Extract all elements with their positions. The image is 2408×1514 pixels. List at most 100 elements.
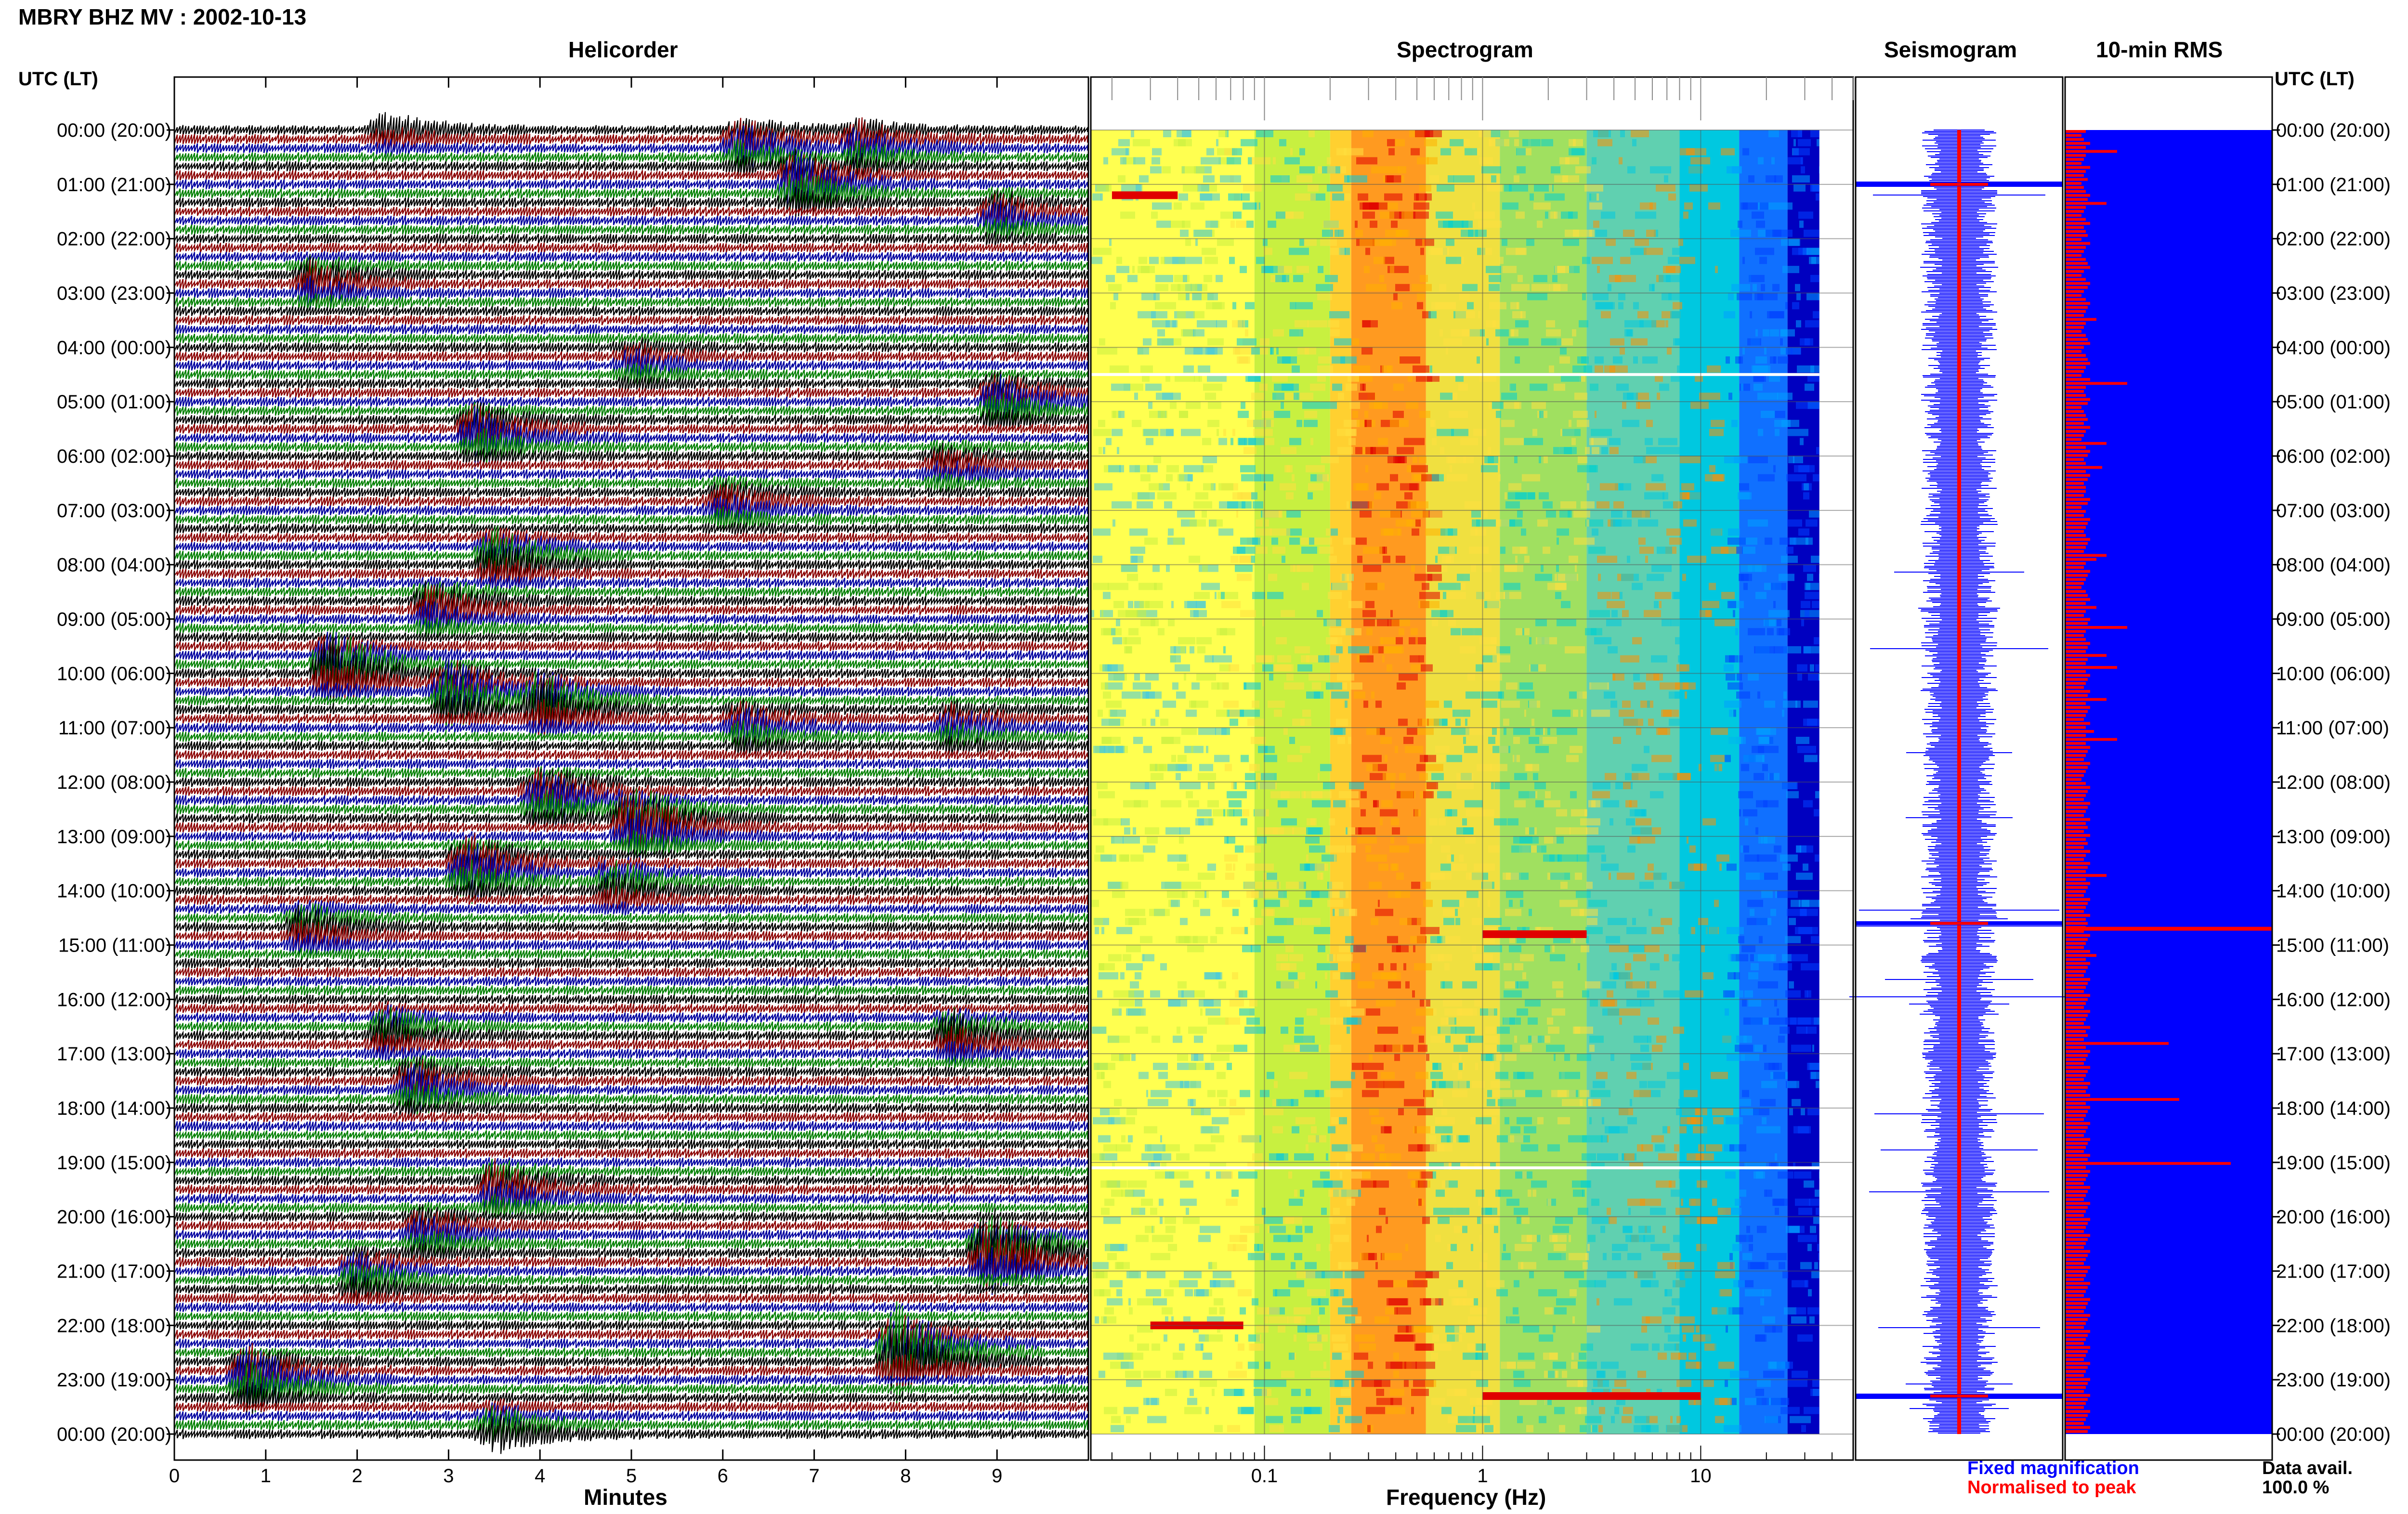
spectrogram-speckle (1785, 1017, 1796, 1025)
spectrogram-speckle (1232, 148, 1242, 156)
spectrogram-speckle (1771, 1397, 1786, 1405)
spectrogram-speckle (1671, 1352, 1680, 1360)
spectrogram-speckle (1491, 175, 1496, 183)
spectrogram-speckle (1758, 981, 1778, 989)
spectrogram-speckle (1448, 1416, 1459, 1423)
spectrogram-speckle (1345, 1370, 1364, 1378)
spectrogram-speckle (1484, 963, 1500, 971)
spectrogram-speckle (1310, 438, 1313, 445)
spectrogram-speckle (1347, 501, 1349, 509)
spectrogram-speckle (1411, 510, 1428, 518)
spectrogram-speckle (1522, 628, 1524, 636)
spectrogram-speckle (1616, 383, 1629, 391)
spectrogram-speckle (1759, 936, 1763, 943)
rms-bar (2065, 1346, 2090, 1349)
spectrogram-speckle (1515, 320, 1529, 327)
spectrogram-speckle (1337, 737, 1345, 744)
rms-bar (2065, 1034, 2088, 1037)
spectrogram-speckle (1245, 782, 1258, 789)
rms-bar (2065, 582, 2084, 585)
rms-bar (2065, 1354, 2086, 1357)
spectrogram-speckle (1326, 528, 1330, 536)
spectrogram-speckle (1106, 700, 1122, 708)
spectrogram-speckle (1284, 157, 1300, 165)
spectrogram-speckle (1689, 184, 1708, 192)
spectrogram-speckle (1531, 718, 1534, 726)
spectrogram-speckle (1332, 1352, 1342, 1360)
spectrogram-speckle (1717, 1307, 1732, 1315)
rms-bar (2065, 1050, 2090, 1053)
spectrogram-speckle (1639, 881, 1654, 889)
spectrogram-speckle (1620, 130, 1625, 137)
spectrogram-speckle (1206, 148, 1214, 156)
spectrogram-speckle (1204, 257, 1218, 264)
spectrogram-speckle (1205, 1063, 1214, 1070)
spectrogram-speckle (1623, 1226, 1633, 1233)
spectrogram-speckle (1180, 1081, 1201, 1088)
spectrogram-speckle (1154, 583, 1163, 590)
spectrogram-speckle (1727, 166, 1742, 174)
spectrogram-speckle (1235, 1334, 1238, 1342)
spectrogram-speckle (1195, 890, 1209, 898)
spectrogram-speckle (1179, 836, 1184, 844)
spectrogram-speckle (1302, 583, 1309, 590)
rms-bar (2065, 226, 2084, 229)
spectrogram-speckle (1437, 1099, 1443, 1107)
spectrogram-speckle (1349, 800, 1360, 808)
spectrogram-speckle (1267, 936, 1284, 943)
spectrogram-speckle (1690, 755, 1699, 762)
spectrogram-speckle (1415, 1361, 1435, 1369)
spectrogram-speckle (1689, 845, 1696, 853)
spectrogram-speckle (1539, 411, 1544, 418)
spectrogram-speckle (1551, 1090, 1567, 1097)
spectrogram-speckle (1812, 1044, 1814, 1052)
spectrogram-speckle (1230, 999, 1244, 1007)
spectrogram-speckle (1230, 1108, 1245, 1115)
spectrogram-speckle (1186, 402, 1201, 409)
spectrogram-speckle (1471, 510, 1481, 518)
spectrogram-speckle (1252, 592, 1265, 600)
spectrogram-speckle (1200, 1008, 1203, 1016)
spectrogram-speckle (1368, 655, 1374, 663)
spectrogram-speckle (1777, 890, 1798, 898)
spectrogram-speckle (1529, 700, 1540, 708)
spectrogram-speckle (1157, 492, 1177, 500)
spectrogram-speckle (1130, 547, 1145, 554)
spectrogram-speckle (1586, 519, 1589, 527)
helicorder-trace (173, 152, 1088, 199)
spectrogram-speckle (1132, 266, 1135, 274)
spectrogram-speckle (1513, 836, 1532, 844)
spectrogram-speckle (1393, 293, 1398, 300)
spectrogram-speckle (1483, 1035, 1498, 1043)
spectrogram-speckle (1176, 773, 1181, 781)
spectrogram-speckle (1672, 248, 1680, 255)
spectrogram-speckle (1384, 193, 1402, 201)
spectrogram-speckle (1417, 157, 1429, 165)
spectrogram-speckle (1387, 139, 1395, 146)
spectrogram-speckle (1308, 320, 1327, 327)
hour-label-left: 12:00 (08:00) (57, 772, 171, 793)
spectrogram-speckle (1447, 854, 1452, 862)
spectrogram-speckle (1796, 1026, 1807, 1034)
spectrogram-speckle (1639, 547, 1654, 554)
spectrogram-speckle (1632, 918, 1636, 926)
spectrogram-speckle (1371, 447, 1388, 455)
spectrogram-speckle (1109, 238, 1112, 246)
rms-bar (2065, 574, 2088, 577)
spectrogram-speckle (1437, 791, 1452, 798)
helicorder-trace (173, 1329, 1088, 1395)
spectrogram-speckle (1446, 755, 1462, 762)
rms-bar (2065, 490, 2086, 493)
spectrogram-speckle (1632, 827, 1652, 835)
rms-bar (2065, 650, 2086, 653)
spectrogram-speckle (1465, 501, 1481, 509)
spectrogram-speckle (1226, 1199, 1238, 1206)
spectrogram-speckle (1317, 873, 1322, 880)
spectrogram-speckle (1479, 130, 1491, 137)
spectrogram-speckle (1536, 637, 1557, 645)
spectrogram-speckle (1199, 764, 1213, 771)
spectrogram-speckle (1416, 728, 1434, 735)
spectrogram-speckle (1265, 519, 1269, 527)
spectrogram-speckle (1363, 619, 1375, 626)
spectrogram-speckle (1183, 184, 1198, 192)
